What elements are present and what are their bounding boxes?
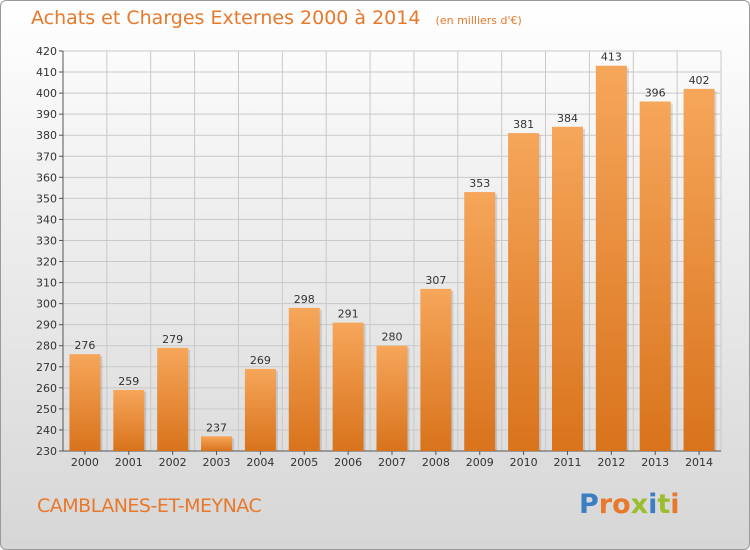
- bar-2004: [244, 368, 276, 451]
- data-label: 291: [338, 308, 359, 321]
- x-tick-label: 2004: [246, 456, 274, 469]
- data-label: 269: [250, 354, 271, 367]
- y-tick-label: 300: [36, 298, 57, 311]
- bar-2011: [551, 126, 583, 451]
- y-tick-label: 370: [36, 150, 57, 163]
- y-tick-label: 280: [36, 340, 57, 353]
- bar-2008: [420, 288, 452, 451]
- x-tick-label: 2006: [334, 456, 362, 469]
- x-tick-label: 2007: [378, 456, 406, 469]
- data-label: 280: [382, 331, 403, 344]
- bar-2009: [464, 192, 496, 452]
- x-tick-label: 2011: [553, 456, 581, 469]
- title-row: Achats et Charges Externes 2000 à 2014 (…: [31, 7, 522, 29]
- y-tick-label: 290: [36, 319, 57, 332]
- y-tick-label: 350: [36, 192, 57, 205]
- data-label: 279: [162, 333, 183, 346]
- brand-letter: t: [657, 489, 671, 520]
- y-tick-label: 230: [36, 445, 57, 458]
- data-label: 259: [118, 375, 139, 388]
- x-tick-label: 2014: [685, 456, 713, 469]
- bar-2001: [113, 389, 145, 451]
- bar-2002: [157, 347, 189, 451]
- y-tick-label: 390: [36, 108, 57, 121]
- x-tick-label: 2000: [71, 456, 99, 469]
- y-tick-label: 310: [36, 277, 57, 290]
- bars: [69, 65, 717, 452]
- x-tick-label: 2009: [466, 456, 494, 469]
- x-tick-label: 2010: [510, 456, 538, 469]
- bar-2007: [376, 345, 408, 451]
- bar-2005: [288, 307, 320, 451]
- brand-letter: r: [598, 489, 613, 520]
- brand-letter: P: [579, 489, 599, 520]
- y-tick-label: 410: [36, 66, 57, 79]
- data-label: 402: [689, 74, 710, 87]
- data-label: 381: [513, 118, 534, 131]
- x-tick-label: 2013: [641, 456, 669, 469]
- chart-title: Achats et Charges Externes 2000 à 2014: [31, 7, 421, 29]
- bar-2000: [69, 354, 101, 451]
- bar-2006: [332, 322, 364, 451]
- commune-name: CAMBLANES-ET-MEYNAC: [37, 495, 262, 517]
- x-tick-label: 2002: [159, 456, 187, 469]
- data-label: 353: [469, 177, 490, 190]
- y-tick-label: 420: [36, 45, 57, 58]
- x-tick-label: 2008: [422, 456, 450, 469]
- x-tick-label: 2005: [290, 456, 318, 469]
- data-label: 384: [557, 112, 578, 125]
- y-tick-label: 240: [36, 424, 57, 437]
- data-label: 307: [425, 274, 446, 287]
- brand-letter: o: [612, 489, 631, 520]
- y-tick-label: 400: [36, 87, 57, 100]
- brand-letter: i: [648, 489, 658, 520]
- y-tick-label: 340: [36, 213, 57, 226]
- x-tick-label: 2012: [597, 456, 625, 469]
- axes: 230 240 250 260 270 280 290 300 310 320 330 340 350 3…: [36, 45, 721, 469]
- y-tick-label: 330: [36, 234, 57, 247]
- bar-2014: [683, 88, 715, 451]
- bar-2003: [201, 436, 233, 451]
- brand-letter: i: [670, 489, 680, 520]
- brand-logo: Proxiti: [579, 489, 680, 520]
- data-label: 396: [645, 87, 666, 100]
- data-label: 413: [601, 51, 622, 64]
- y-tick-label: 250: [36, 403, 57, 416]
- y-tick-label: 360: [36, 171, 57, 184]
- bar-2012: [595, 65, 627, 451]
- chart-subtitle: (en milliers d'€): [435, 14, 522, 27]
- x-tick-label: 2003: [203, 456, 231, 469]
- data-label: 237: [206, 421, 227, 434]
- y-tick-label: 380: [36, 129, 57, 142]
- brand-letter: x: [630, 489, 649, 520]
- y-tick-label: 320: [36, 256, 57, 269]
- data-label: 276: [74, 339, 95, 352]
- bar-2010: [508, 133, 540, 451]
- y-tick-label: 270: [36, 361, 57, 374]
- data-labels: 276 259 279 237 269 298 291 280 307 353 381 384 413 3…: [74, 51, 709, 435]
- x-tick-label: 2001: [115, 456, 143, 469]
- data-label: 298: [294, 293, 315, 306]
- y-tick-label: 260: [36, 382, 57, 395]
- bar-2013: [639, 101, 671, 452]
